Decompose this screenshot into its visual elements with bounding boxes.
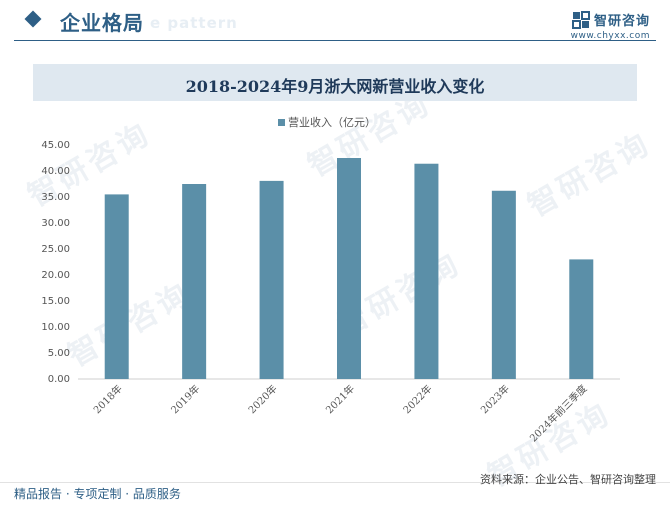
bar-4	[414, 163, 439, 379]
y-tick-label: 25.00	[41, 244, 70, 255]
brand: 智研咨询 www.chyxx.com	[571, 10, 650, 41]
bar-3	[337, 158, 361, 379]
x-tick-label: 2021年	[323, 382, 357, 416]
bar-6	[569, 259, 594, 379]
brand-logo-icon	[571, 10, 590, 29]
bar-1	[182, 184, 207, 379]
section-title: 企业格局	[60, 11, 144, 35]
y-tick-label: 10.00	[41, 322, 70, 333]
bar-5	[491, 190, 516, 379]
brand-url: www.chyxx.com	[570, 31, 650, 41]
y-tick-label: 45.00	[41, 140, 70, 151]
x-tick-label: 2020年	[245, 382, 279, 416]
y-tick-label: 5.00	[48, 348, 70, 359]
brand-name: 智研咨询	[593, 14, 650, 29]
bar-chart: 0.00 5.00 10.00 15.00 20.00 25.00 30.00 35.00 40…	[41, 140, 620, 445]
chart-title: 2018-2024年9月浙大网新营业收入变化	[185, 77, 485, 96]
x-tick-label: 2018年	[91, 382, 125, 416]
header-divider	[14, 40, 656, 41]
chart-title-box: 2018-2024年9月浙大网新营业收入变化	[33, 64, 637, 101]
legend-label: 营业收入（亿元）	[288, 116, 376, 129]
footer-divider	[0, 482, 670, 483]
y-tick-label: 0.00	[48, 374, 70, 385]
y-tick-label: 15.00	[41, 296, 70, 307]
bar-2	[259, 180, 284, 379]
y-tick-label: 40.00	[41, 166, 70, 177]
legend-swatch	[278, 118, 285, 126]
x-tick-label: 2024年前三季度	[527, 382, 590, 445]
header-watermark: e pattern	[150, 14, 238, 32]
footer-tagline: 精品报告 · 专项定制 · 品质服务	[14, 487, 181, 501]
y-tick-label: 30.00	[41, 218, 70, 229]
source-note: 资料来源：企业公告、智研咨询整理	[480, 473, 656, 486]
y-tick-label: 20.00	[41, 270, 70, 281]
legend: 营业收入（亿元）	[278, 114, 376, 130]
bar-0	[104, 194, 129, 379]
x-tick-label: 2019年	[168, 382, 202, 416]
x-tick-label: 2022年	[400, 382, 434, 416]
y-tick-label: 35.00	[41, 192, 70, 203]
x-tick-label: 2023年	[478, 382, 512, 416]
header: 企业格局 e pattern 智研咨询 www.chyxx.com	[0, 0, 670, 44]
